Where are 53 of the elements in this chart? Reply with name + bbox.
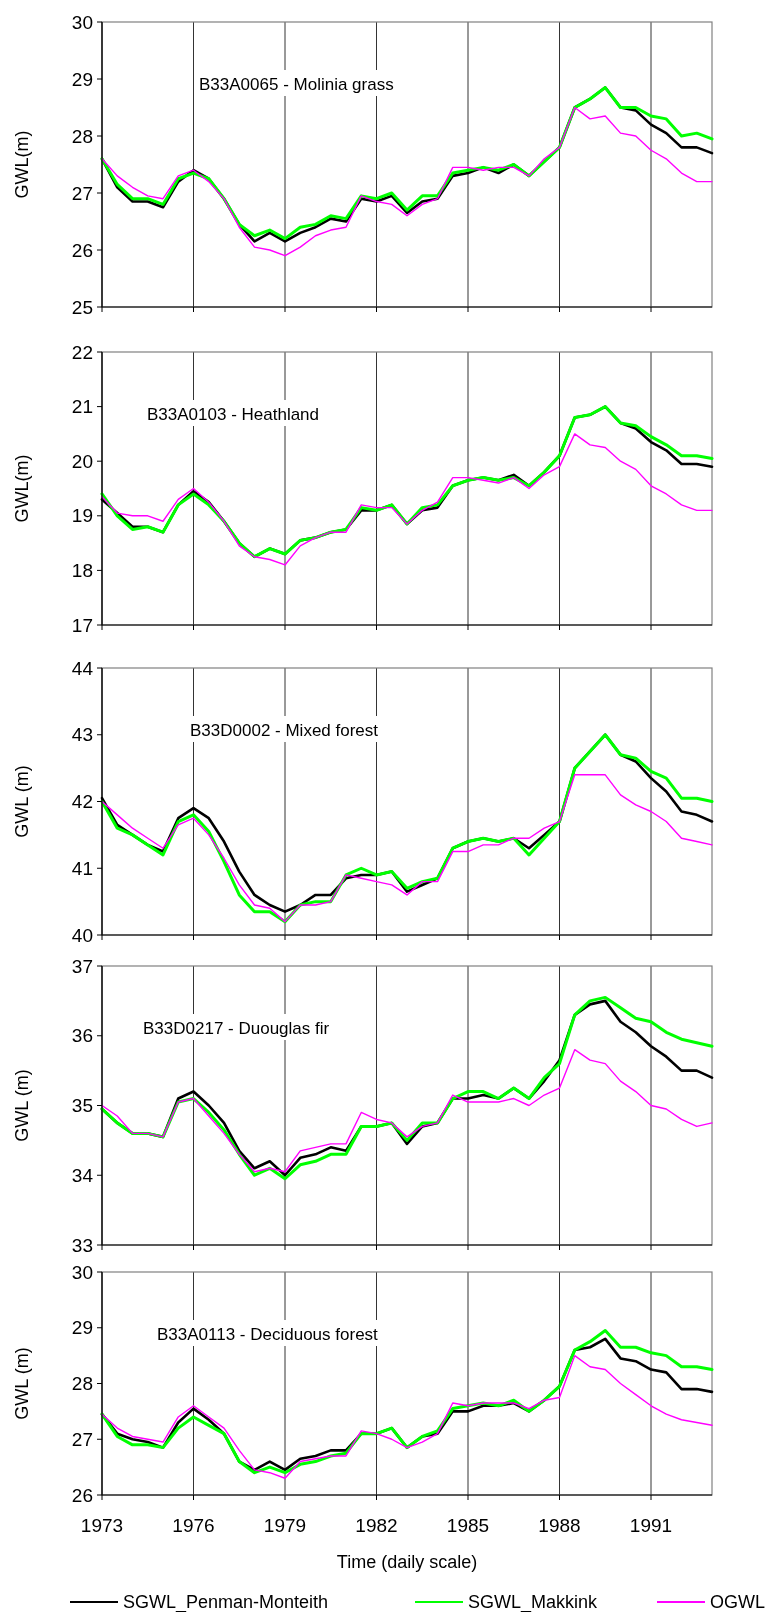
y-tick-label: 36 [71,1025,93,1047]
y-axis-title: GWL (m) [12,765,32,838]
y-tick-label: 40 [71,924,93,946]
x-tick-label: 1976 [172,1515,215,1536]
y-tick-label: 28 [71,1373,93,1395]
y-tick-label: 28 [71,125,93,147]
line-series [101,433,713,566]
y-tick-label: 27 [71,182,93,204]
x-tick-label: 1973 [80,1515,124,1536]
y-tick-label: 35 [71,1095,93,1117]
y-tick-label: 21 [71,396,93,418]
y-tick-label: 34 [71,1164,94,1186]
y-tick-label: 37 [71,955,93,977]
x-tick-label: 1988 [538,1515,581,1536]
line-series [101,1049,713,1173]
x-tick-label: 1982 [355,1515,398,1536]
text: B33D0217 - Duouglas fir [143,1019,330,1038]
y-tick-label: 44 [71,657,94,679]
text: B33A0103 - Heathland [147,405,320,424]
line-series [101,106,713,257]
y-tick-label: 26 [71,1484,93,1506]
legend-label: OGWL [710,1592,766,1612]
y-tick-label: 42 [71,791,93,813]
x-tick-label: 1985 [446,1515,490,1536]
y-tick-label: 30 [71,1261,93,1283]
y-tick-label: 33 [71,1234,93,1256]
y-tick-label: 41 [71,857,93,879]
legend-label: SGWL_Makkink [468,1592,599,1612]
y-tick-label: 29 [71,1317,93,1339]
x-axis-title: Time (daily scale) [336,1552,478,1572]
y-tick-label: 30 [71,11,93,33]
text: B33A0113 - Deciduous forest [157,1325,379,1344]
y-tick-label: 20 [71,450,93,472]
x-tick-label: 1979 [263,1515,307,1536]
y-tick-label: 26 [71,239,93,261]
y-tick-label: 25 [71,296,93,318]
x-tick-label: 1991 [629,1515,673,1536]
legend-label: SGWL_Penman-Monteith [123,1592,329,1612]
y-axis-title: GWL(m) [12,130,32,199]
y-tick-label: 27 [71,1428,93,1450]
text: B33D0002 - Mixed forest [190,721,379,740]
y-axis-title: GWL (m) [12,1069,32,1142]
y-tick-label: 17 [71,614,93,636]
y-tick-label: 29 [71,68,93,90]
y-tick-label: 19 [71,505,93,527]
line-series [101,1354,713,1479]
y-tick-label: 18 [71,560,93,582]
line-series [101,774,713,923]
y-axis-title: GWL (m) [12,1347,32,1420]
y-tick-label: 43 [71,724,93,746]
y-tick-label: 22 [71,341,93,363]
text: B33A0065 - Molinia grass [199,75,394,94]
y-axis-title: GWL(m) [12,454,32,523]
